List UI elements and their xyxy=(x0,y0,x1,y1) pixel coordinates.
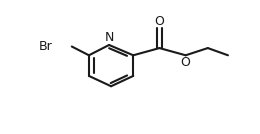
Text: O: O xyxy=(181,56,191,69)
Text: O: O xyxy=(154,15,164,28)
Text: Br: Br xyxy=(39,40,53,53)
Text: N: N xyxy=(104,31,114,44)
